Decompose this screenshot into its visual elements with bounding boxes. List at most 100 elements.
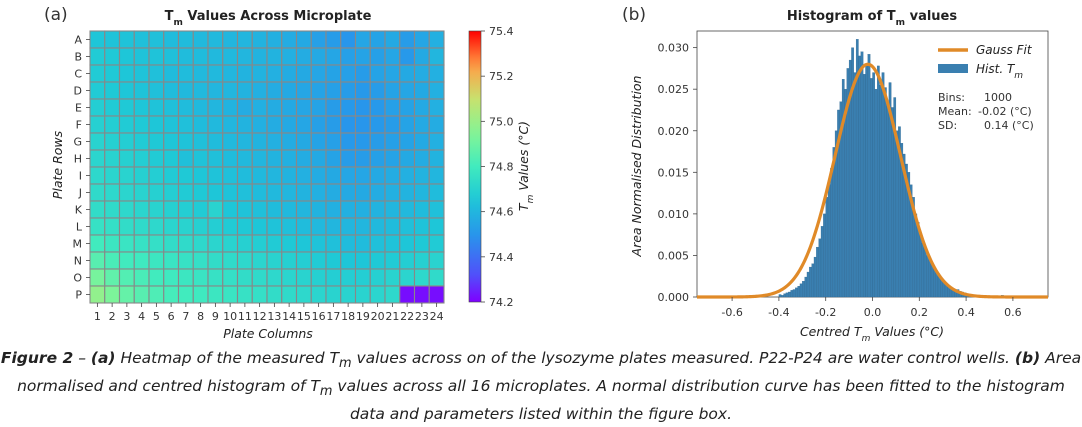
y-tick-label: 0.015 — [658, 166, 690, 179]
heatmap-cell — [428, 285, 445, 304]
heatmap-cell — [369, 200, 386, 219]
histogram-bar — [923, 246, 927, 298]
column-tick-label: 16 — [312, 310, 326, 323]
heatmap-cell — [207, 64, 224, 83]
heatmap-cell — [177, 166, 194, 185]
heatmap-cell — [325, 268, 342, 287]
heatmap-cell — [222, 183, 239, 202]
colorbar-tick-label: 74.8 — [489, 161, 514, 174]
heatmap-cell — [104, 30, 121, 49]
heatmap-cell — [384, 217, 401, 236]
heatmap-cell — [369, 251, 386, 270]
heatmap-cell — [325, 149, 342, 168]
heatmap-cell — [310, 251, 327, 270]
heatmap-cell — [340, 251, 357, 270]
heatmap-cell — [369, 285, 386, 304]
heatmap-cell — [310, 200, 327, 219]
heatmap-cell — [251, 149, 268, 168]
heatmap-cell — [369, 166, 386, 185]
heatmap-cell — [428, 183, 445, 202]
heatmap-cell — [104, 47, 121, 66]
heatmap-cell — [354, 115, 371, 134]
heatmap-cell — [354, 268, 371, 287]
column-tick-label: 7 — [182, 310, 189, 323]
heatmap-cell — [104, 285, 121, 304]
heatmap-cell — [281, 115, 298, 134]
row-tick-label: O — [73, 272, 82, 285]
heatmap-cell — [177, 47, 194, 66]
histogram-bar — [914, 213, 918, 298]
stat-bins-value: 1000 — [984, 91, 1012, 104]
heatmap-cell — [133, 166, 150, 185]
stat-mean-label: Mean: — [938, 105, 972, 118]
colorbar-tick-label: 74.2 — [489, 296, 514, 309]
heatmap-cell — [177, 149, 194, 168]
heatmap-cell — [222, 268, 239, 287]
heatmap-cell — [177, 268, 194, 287]
heatmap-cell — [340, 132, 357, 151]
heatmap-cell — [428, 217, 445, 236]
heatmap-cell — [163, 81, 180, 100]
heatmap-cell — [281, 234, 298, 253]
histogram-bar — [884, 87, 887, 298]
heatmap-cell — [133, 132, 150, 151]
heatmap-cell — [340, 166, 357, 185]
column-tick-label: 22 — [400, 310, 414, 323]
histogram-bar — [928, 259, 932, 298]
heatmap-cell — [281, 200, 298, 219]
heatmap-cell — [192, 81, 209, 100]
row-tick-label: L — [76, 221, 83, 234]
histogram-bar — [797, 286, 801, 298]
heatmap-cell — [266, 47, 283, 66]
heatmap-cell — [340, 217, 357, 236]
heatmap-cell — [207, 166, 224, 185]
heatmap-cell — [118, 285, 135, 304]
heatmap-cell — [325, 200, 342, 219]
histogram-bar — [781, 295, 784, 298]
heatmap-cell — [295, 251, 312, 270]
heatmap-cell — [413, 285, 430, 304]
legend-gauss-label: Gauss Fit — [976, 43, 1033, 57]
heatmap-cell — [340, 47, 357, 66]
heatmap-cell — [325, 47, 342, 66]
heatmap-cell — [251, 30, 268, 49]
histogram-bar — [788, 291, 791, 298]
x-tick-label: 0.2 — [911, 306, 929, 319]
heatmap-cell — [207, 183, 224, 202]
heatmap-cell — [413, 132, 430, 151]
heatmap-cell — [118, 268, 135, 287]
y-tick-label: 0.000 — [658, 291, 690, 304]
heatmap-cell — [354, 64, 371, 83]
histogram-x-ticks: -0.6 -0.4 -0.2 0.0 0.2 0.4 0.6 — [721, 297, 1022, 319]
heatmap-cell — [340, 234, 357, 253]
column-tick-label: 11 — [238, 310, 252, 323]
heatmap-cell — [148, 217, 165, 236]
y-tick-label: 0.030 — [658, 42, 690, 55]
heatmap-cell — [118, 234, 135, 253]
column-tick-label: 5 — [153, 310, 160, 323]
heatmap-cell — [192, 166, 209, 185]
heatmap-cell — [163, 251, 180, 270]
heatmap-cell — [163, 268, 180, 287]
heatmap-cell — [104, 217, 121, 236]
heatmap-cell — [428, 81, 445, 100]
histogram-bar — [886, 105, 890, 298]
heatmap-cell — [192, 285, 209, 304]
histogram-title: Histogram of Tm values — [787, 9, 957, 28]
row-tick-label: E — [75, 102, 82, 115]
column-tick-label: 3 — [123, 310, 130, 323]
heatmap-cell — [340, 98, 357, 117]
heatmap-cell — [133, 149, 150, 168]
heatmap-cell — [236, 98, 253, 117]
histogram-bar — [921, 242, 925, 298]
heatmap-cell — [325, 251, 342, 270]
heatmap-cell — [384, 251, 401, 270]
heatmap-cell — [89, 115, 106, 134]
histogram-bar — [806, 271, 810, 298]
heatmap-cell — [413, 166, 430, 185]
heatmap-cell — [281, 81, 298, 100]
heatmap-cell — [310, 115, 327, 134]
heatmap-cell — [428, 64, 445, 83]
heatmap-cell — [266, 64, 283, 83]
heatmap-cell — [325, 115, 342, 134]
